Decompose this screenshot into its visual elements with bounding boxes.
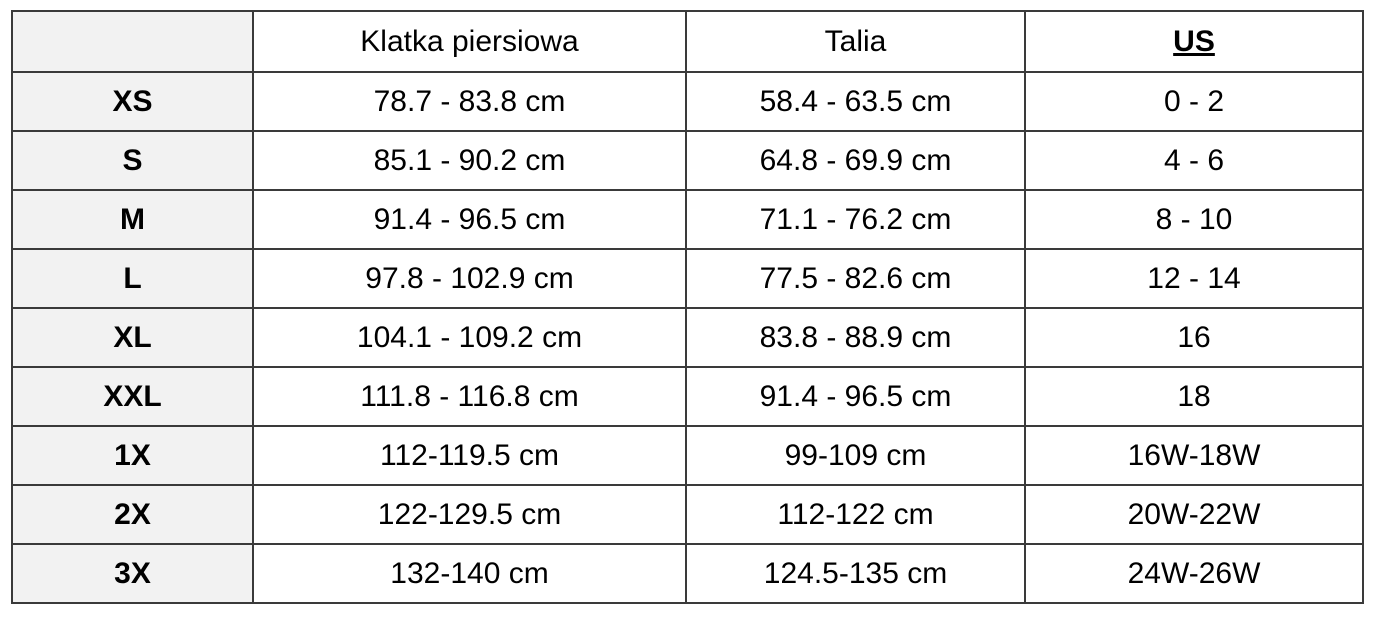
table-row: L 97.8 - 102.9 cm 77.5 - 82.6 cm 12 - 14 [11, 248, 1364, 309]
table-row: 3X 132-140 cm 124.5-135 cm 24W-26W [11, 543, 1364, 604]
header-waist: Talia [685, 10, 1026, 73]
size-label: L [11, 248, 254, 309]
header-row: Klatka piersiowa Talia US [11, 10, 1364, 73]
corner-cell [11, 10, 254, 73]
table-row: XS 78.7 - 83.8 cm 58.4 - 63.5 cm 0 - 2 [11, 71, 1364, 132]
chest-cell: 122-129.5 cm [252, 484, 687, 545]
table-header: Klatka piersiowa Talia US [11, 10, 1364, 73]
chest-cell: 78.7 - 83.8 cm [252, 71, 687, 132]
size-chart-table: Klatka piersiowa Talia US XS 78.7 - 83.8… [11, 10, 1364, 604]
us-size-cell: 24W-26W [1024, 543, 1364, 604]
chest-cell: 85.1 - 90.2 cm [252, 130, 687, 191]
size-label: 3X [11, 543, 254, 604]
us-size-cell: 18 [1024, 366, 1364, 427]
table-row: XXL 111.8 - 116.8 cm 91.4 - 96.5 cm 18 [11, 366, 1364, 427]
waist-cell: 99-109 cm [685, 425, 1026, 486]
us-size-cell: 20W-22W [1024, 484, 1364, 545]
us-size-cell: 12 - 14 [1024, 248, 1364, 309]
chest-cell: 112-119.5 cm [252, 425, 687, 486]
chest-cell: 104.1 - 109.2 cm [252, 307, 687, 368]
waist-cell: 71.1 - 76.2 cm [685, 189, 1026, 250]
waist-cell: 112-122 cm [685, 484, 1026, 545]
table-row: 1X 112-119.5 cm 99-109 cm 16W-18W [11, 425, 1364, 486]
waist-cell: 58.4 - 63.5 cm [685, 71, 1026, 132]
size-label: XS [11, 71, 254, 132]
header-chest: Klatka piersiowa [252, 10, 687, 73]
size-label: XXL [11, 366, 254, 427]
table-row: 2X 122-129.5 cm 112-122 cm 20W-22W [11, 484, 1364, 545]
table-row: M 91.4 - 96.5 cm 71.1 - 76.2 cm 8 - 10 [11, 189, 1364, 250]
chest-cell: 91.4 - 96.5 cm [252, 189, 687, 250]
us-size-cell: 16W-18W [1024, 425, 1364, 486]
us-size-cell: 0 - 2 [1024, 71, 1364, 132]
size-label: M [11, 189, 254, 250]
us-size-cell: 4 - 6 [1024, 130, 1364, 191]
table-row: XL 104.1 - 109.2 cm 83.8 - 88.9 cm 16 [11, 307, 1364, 368]
us-size-cell: 16 [1024, 307, 1364, 368]
waist-cell: 83.8 - 88.9 cm [685, 307, 1026, 368]
chest-cell: 132-140 cm [252, 543, 687, 604]
table-body: XS 78.7 - 83.8 cm 58.4 - 63.5 cm 0 - 2 S… [11, 71, 1364, 604]
chest-cell: 97.8 - 102.9 cm [252, 248, 687, 309]
size-label: XL [11, 307, 254, 368]
header-us: US [1024, 10, 1364, 73]
us-size-cell: 8 - 10 [1024, 189, 1364, 250]
chest-cell: 111.8 - 116.8 cm [252, 366, 687, 427]
waist-cell: 77.5 - 82.6 cm [685, 248, 1026, 309]
size-label: 1X [11, 425, 254, 486]
table-row: S 85.1 - 90.2 cm 64.8 - 69.9 cm 4 - 6 [11, 130, 1364, 191]
size-label: 2X [11, 484, 254, 545]
size-label: S [11, 130, 254, 191]
waist-cell: 64.8 - 69.9 cm [685, 130, 1026, 191]
waist-cell: 124.5-135 cm [685, 543, 1026, 604]
waist-cell: 91.4 - 96.5 cm [685, 366, 1026, 427]
